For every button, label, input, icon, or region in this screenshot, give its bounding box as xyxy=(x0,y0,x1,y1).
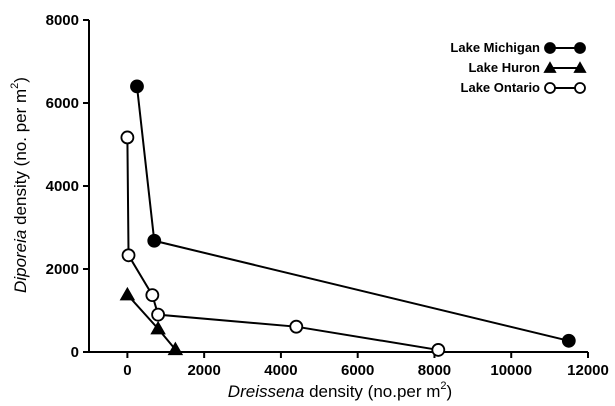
y-tick-label: 2000 xyxy=(46,261,79,278)
y-tick-label: 4000 xyxy=(46,178,79,195)
legend-label: Lake Ontario xyxy=(461,80,541,95)
x-tick-label: 4000 xyxy=(264,362,297,379)
legend-marker xyxy=(544,82,556,94)
x-tick-label: 6000 xyxy=(341,362,374,379)
series-line xyxy=(135,86,570,342)
series-lake-michigan xyxy=(130,79,576,348)
y-axis-title-italic: Diporeia xyxy=(11,230,30,293)
x-axis-title-rest: density (no.per m xyxy=(304,382,440,401)
data-point xyxy=(431,343,446,357)
x-tick-label: 0 xyxy=(123,362,131,379)
x-tick-label: 12000 xyxy=(567,362,609,379)
legend-item: Lake Huron xyxy=(468,60,587,75)
data-point xyxy=(150,320,166,335)
legend: Lake Michigan Lake Huron Lake Ontario xyxy=(450,40,587,95)
x-tick-label: 10000 xyxy=(490,362,532,379)
data-point xyxy=(121,248,136,263)
data-point xyxy=(151,307,165,322)
data-point xyxy=(147,233,162,248)
legend-marker xyxy=(574,82,586,94)
data-point xyxy=(119,286,136,301)
y-tick-label: 6000 xyxy=(46,95,79,112)
y-axis-title-rest: density (no. per m xyxy=(11,89,30,230)
y-tick-label: 0 xyxy=(71,344,79,361)
data-point xyxy=(289,319,304,334)
data-point xyxy=(120,130,135,145)
legend-marker xyxy=(574,42,586,54)
series-lake-ontario xyxy=(120,130,446,357)
x-axis-title-sup: 2 xyxy=(440,380,446,392)
legend-item: Lake Michigan xyxy=(450,40,586,55)
y-axis-title-close: ) xyxy=(11,77,30,83)
data-point xyxy=(130,79,144,94)
series-line xyxy=(126,137,439,351)
legend-label: Lake Huron xyxy=(468,60,540,75)
x-tick-label: 8000 xyxy=(418,362,451,379)
axes: 0 2000 4000 6000 8000 10000 12000 0 2000 4000 6000… xyxy=(46,12,609,379)
legend-marker xyxy=(543,61,557,73)
legend-marker xyxy=(573,61,587,73)
x-axis-title-close: ) xyxy=(447,382,453,401)
data-point xyxy=(167,341,184,356)
y-tick-label: 8000 xyxy=(46,12,79,29)
legend-label: Lake Michigan xyxy=(450,40,540,55)
legend-item: Lake Ontario xyxy=(461,80,586,95)
series-layer xyxy=(119,79,576,357)
y-axis-title: Diporeia density (no. per m2) xyxy=(9,77,30,293)
x-axis-title-italic: Dreissena xyxy=(228,382,305,401)
x-axis-title: Dreissena density (no.per m2) xyxy=(228,380,452,401)
x-tick-label: 2000 xyxy=(187,362,220,379)
data-point xyxy=(561,333,576,348)
y-axis-title-sup: 2 xyxy=(9,83,21,89)
legend-marker xyxy=(544,42,556,54)
series-line xyxy=(126,294,177,351)
series-lake-huron xyxy=(119,286,184,356)
data-point xyxy=(145,288,160,303)
